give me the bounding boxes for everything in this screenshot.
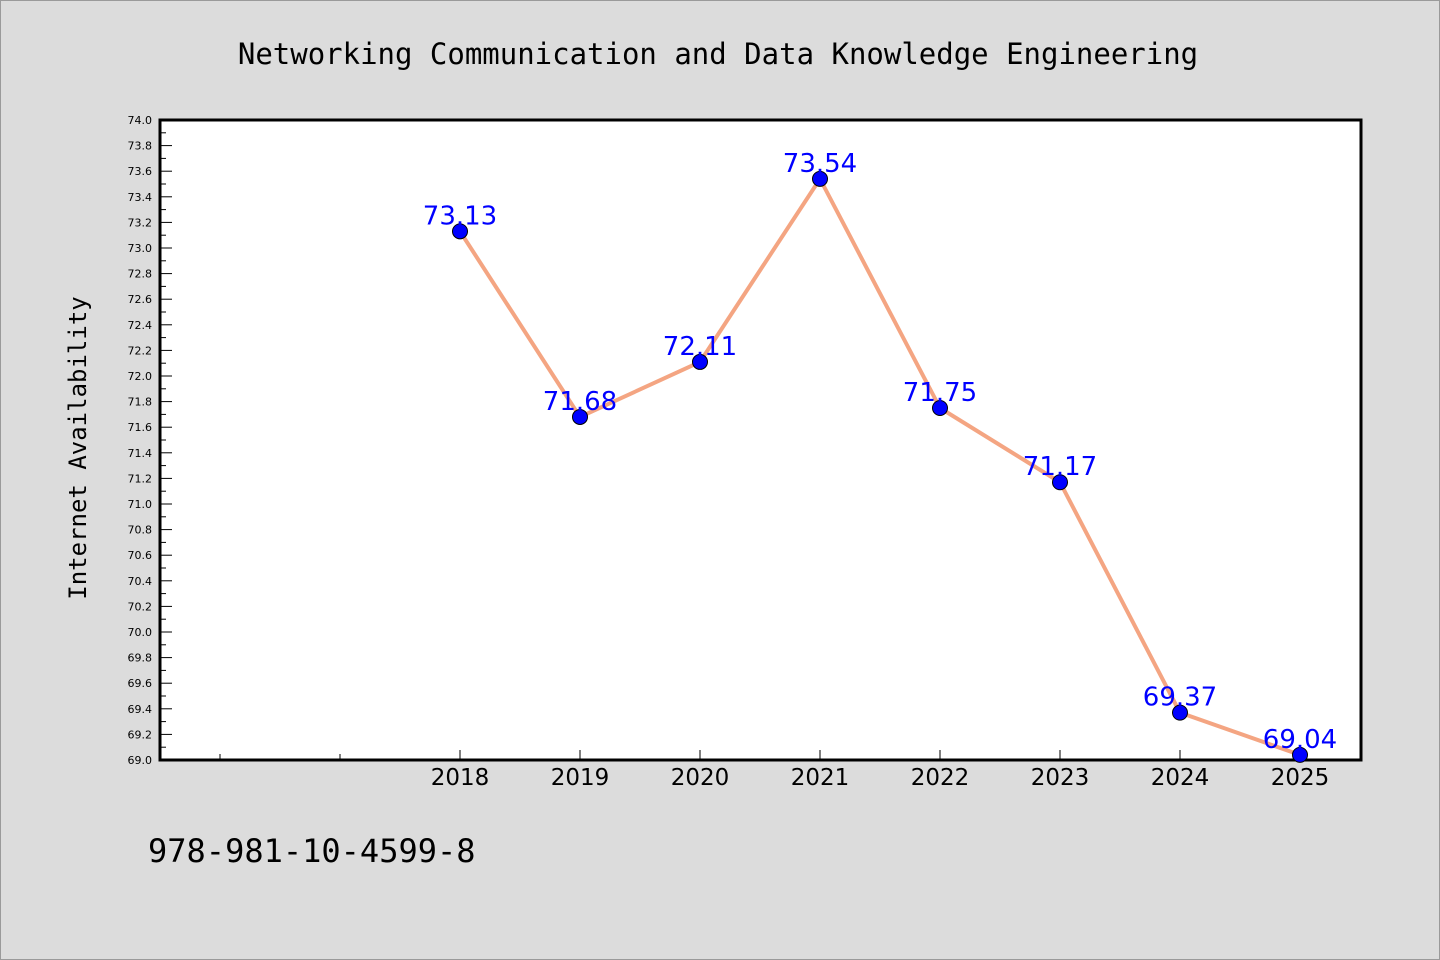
data-point-marker	[1172, 704, 1188, 721]
data-label: 69.04	[1263, 725, 1337, 755]
isbn-text: 978-981-10-4599-8	[148, 832, 476, 870]
data-point-marker	[932, 400, 948, 416]
y-tick-label: 71.6	[128, 421, 153, 434]
x-tick-label: 2019	[551, 765, 610, 791]
y-tick-label: 74.0	[128, 114, 153, 127]
data-label: 72.11	[663, 332, 737, 362]
chart-title: Networking Communication and Data Knowle…	[238, 37, 1198, 71]
y-tick-label: 69.8	[128, 652, 153, 665]
y-tick-label: 72.4	[128, 319, 153, 332]
data-point-marker	[692, 353, 708, 370]
y-tick-label: 73.6	[128, 165, 153, 178]
data-label: 71.17	[1023, 452, 1097, 482]
y-tick-label: 70.6	[128, 549, 153, 562]
y-tick-label: 71.4	[128, 447, 153, 460]
y-tick-label: 70.4	[128, 575, 153, 588]
y-tick-label: 73.2	[128, 216, 153, 229]
x-tick-label: 2018	[431, 765, 490, 791]
data-label: 69.37	[1143, 683, 1217, 713]
y-tick-label: 71.8	[128, 396, 153, 409]
y-tick-label: 69.4	[128, 703, 153, 716]
y-tick-label: 70.8	[128, 524, 153, 537]
data-point-marker	[812, 170, 828, 187]
y-axis-ticks: 69.0 69.2 69.4 69.6 69.8 70.0 70.2 70.4 70.6 70.8…	[128, 114, 172, 767]
y-tick-label: 73.8	[128, 140, 153, 153]
y-tick-label: 69.2	[128, 728, 153, 741]
data-point-marker	[1292, 746, 1308, 763]
y-tick-label: 71.2	[128, 472, 153, 485]
y-tick-label: 72.0	[128, 370, 153, 383]
data-point-marker	[1052, 474, 1068, 491]
y-tick-label: 72.6	[128, 293, 153, 306]
y-tick-label: 72.8	[128, 268, 153, 281]
x-tick-label: 2020	[671, 765, 730, 791]
y-tick-label: 71.0	[128, 498, 153, 511]
data-labels: 73.13 71.68 72.11 73.54 71.75 71.17 69.37 69.04	[423, 149, 1337, 755]
y-tick-label: 70.2	[128, 600, 153, 613]
x-tick-label: 2025	[1271, 765, 1330, 791]
data-point-marker	[572, 408, 588, 425]
plot-area	[158, 118, 1363, 762]
y-tick-label: 72.2	[128, 344, 153, 357]
y-tick-label: 73.4	[128, 191, 153, 204]
x-tick-label: 2024	[1151, 765, 1210, 791]
y-tick-label: 69.0	[128, 754, 153, 767]
data-point-marker	[452, 223, 468, 240]
x-axis-ticks: 2018 2019 2020 2021 2022 2023 2024 2025	[219, 750, 1330, 791]
x-tick-label: 2023	[1031, 765, 1090, 791]
series-line	[458, 176, 1301, 757]
data-label: 71.68	[543, 387, 617, 417]
y-tick-label: 69.6	[128, 677, 153, 690]
series-markers	[452, 170, 1308, 763]
x-tick-label: 2022	[911, 765, 970, 791]
data-label: 73.13	[423, 201, 497, 231]
y-tick-label: 73.0	[128, 242, 153, 255]
data-label: 73.54	[783, 149, 857, 179]
y-tick-label: 70.0	[128, 626, 153, 639]
data-label: 71.75	[903, 378, 977, 408]
y-axis-label: Internet Availability	[64, 296, 92, 599]
x-tick-label: 2021	[791, 765, 850, 791]
